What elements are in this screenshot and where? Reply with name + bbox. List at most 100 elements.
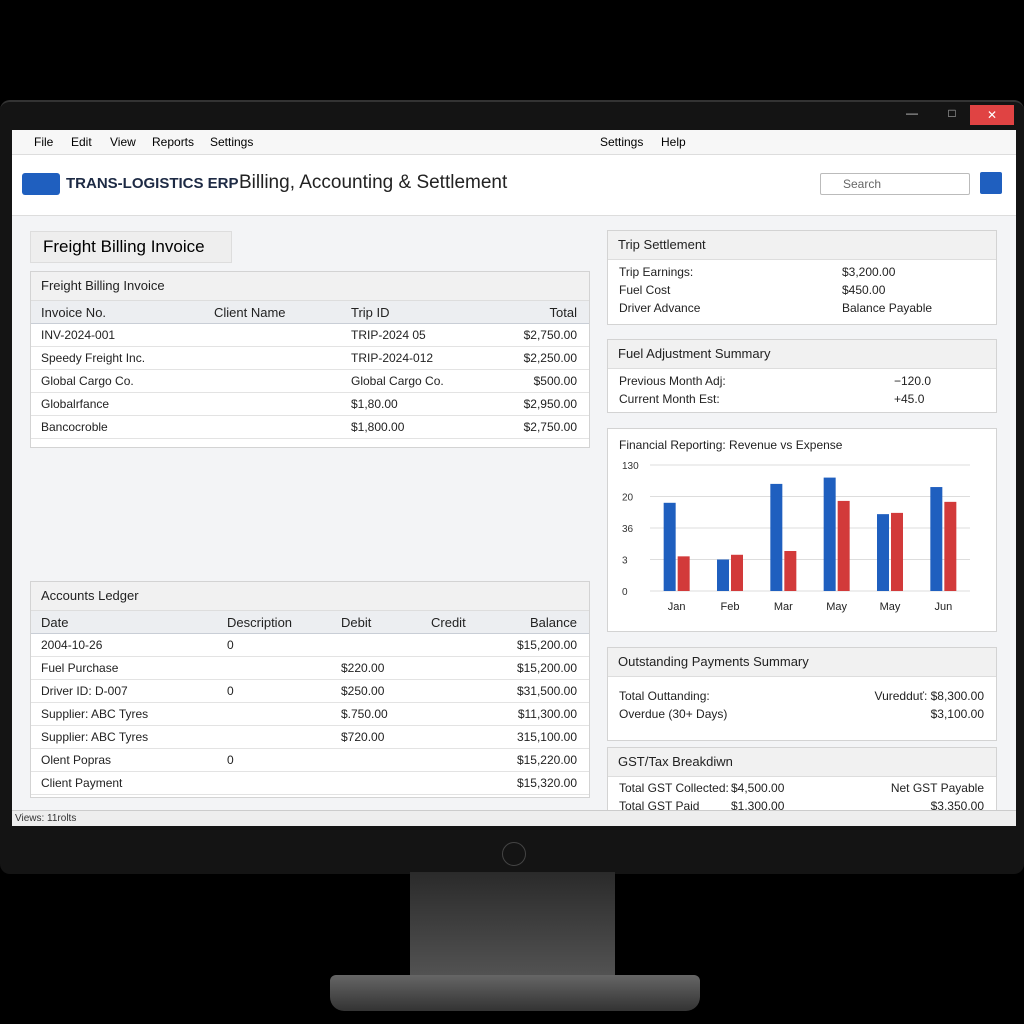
bar <box>770 483 783 591</box>
monitor-neck <box>410 872 615 982</box>
column-header: Total <box>549 305 577 320</box>
label: Overdue (30+ Days) <box>619 707 728 721</box>
table-cell: Client Payment <box>41 776 123 790</box>
bar <box>944 501 957 591</box>
table-cell: Speedy Freight Inc. <box>41 351 146 365</box>
panel-title: Fuel Adjustment Summary <box>608 340 996 369</box>
label: Fuel Cost <box>619 283 671 297</box>
screen: File Edit View Reports Settings Settings Help … <box>12 130 1016 826</box>
table-cell: Globalrfance <box>41 397 110 411</box>
table-cell: $2,750.00 <box>523 328 577 342</box>
menu-item[interactable]: Reports <box>152 135 195 149</box>
value: $1,300.00 <box>731 799 785 813</box>
invoice-tab[interactable]: Freight Billing Invoice <box>30 231 232 263</box>
table-cell: Driver ID: D-007 <box>41 684 128 698</box>
table-cell: $15,200.00 <box>516 638 577 652</box>
table-cell: $1,80.00 <box>351 397 398 411</box>
column-header: Credit <box>431 615 466 630</box>
label: Total GST Paid <box>619 799 700 813</box>
table-header: Date Description Debit Credit Balance <box>31 611 589 634</box>
minimize-button[interactable]: — <box>906 106 918 120</box>
row-divider <box>31 771 589 772</box>
table-header: Invoice No. Client Name Trip ID Total <box>31 301 589 324</box>
row-divider <box>31 438 589 439</box>
table-cell: Global Cargo Co. <box>41 374 134 388</box>
value: Vuredduť: $8,300.00 <box>874 689 984 703</box>
status-bar: Views: 11rolts <box>12 810 1016 826</box>
menu-bar: File Edit View Reports Settings Settings Help <box>12 130 1016 155</box>
table-cell: Supplier: ABC Tyres <box>41 730 149 744</box>
table-cell: $2,750.00 <box>523 420 577 434</box>
value: $450.00 <box>842 283 886 297</box>
brand: TRANS-LOGISTICS ERP <box>66 175 239 192</box>
value: $4,500.00 <box>731 781 785 795</box>
menu-item[interactable]: View <box>110 135 136 149</box>
column-header: Date <box>41 615 69 630</box>
label: Trip Earnings: <box>619 265 694 279</box>
page-title: Billing, Accounting & Settlement <box>239 172 508 193</box>
menu-item[interactable]: Settings <box>210 135 254 149</box>
table-cell: $15,200.00 <box>516 661 577 675</box>
search-box[interactable]: Search <box>820 173 970 195</box>
column-header: Description <box>227 615 293 630</box>
panel-title: Trip Settlement <box>608 231 996 260</box>
y-tick-label: 0 <box>622 587 628 598</box>
truck-icon <box>22 173 60 195</box>
chart: Financial Reporting: Revenue vs Expense 0… <box>619 438 970 613</box>
ledger-panel: Accounts Ledger Date Description Debit Credi… <box>30 581 590 798</box>
panel-title: Accounts Ledger <box>31 582 589 611</box>
row-divider <box>31 725 589 726</box>
table-cell: 0 <box>227 753 234 767</box>
table-cell: $720.00 <box>341 730 385 744</box>
column-header: Debit <box>341 615 372 630</box>
y-tick-label: 36 <box>622 524 634 535</box>
row-divider <box>31 656 589 657</box>
table-cell: 0 <box>227 638 234 652</box>
menu-item[interactable]: Edit <box>71 135 92 149</box>
panel-title: Outstanding Payments Summary <box>608 648 996 677</box>
chart-panel: Financial Reporting: Revenue vs Expense 0… <box>607 428 997 632</box>
row-divider <box>31 415 589 416</box>
bar <box>823 477 836 591</box>
x-tick-label: May <box>826 601 847 613</box>
bar <box>663 502 676 591</box>
label: Total GST Collected: <box>619 781 729 795</box>
menu-item[interactable]: File <box>34 135 54 149</box>
value: Balance Payable <box>842 301 933 315</box>
x-tick-label: Mar <box>774 601 793 613</box>
value: $3,200.00 <box>842 265 896 279</box>
menu-item[interactable]: Help <box>661 135 686 149</box>
bar <box>717 559 729 591</box>
value: Net GST Payable <box>890 781 984 795</box>
menu-item[interactable]: Settings <box>600 135 644 149</box>
y-tick-label: 130 <box>622 461 639 472</box>
bar <box>930 487 943 591</box>
maximize-button[interactable]: □ <box>948 106 956 120</box>
chart-title: Financial Reporting: Revenue vs Expense <box>619 438 843 452</box>
trip-panel: Trip Settlement Trip Earnings: $3,200.00 Fu… <box>607 230 997 325</box>
table-cell: $15,220.00 <box>516 753 577 767</box>
table-cell: TRIP-2024-012 <box>351 351 434 365</box>
value: +45.0 <box>894 392 925 406</box>
bar <box>784 550 797 591</box>
search-placeholder: Search <box>843 177 882 191</box>
table-cell: $.750.00 <box>341 707 388 721</box>
table-cell: $11,300.00 <box>517 707 577 721</box>
header: TRANS-LOGISTICS ERP Billing, Accounting … <box>12 155 1016 216</box>
bar <box>837 500 850 591</box>
table-cell: Global Cargo Co. <box>351 374 444 388</box>
table-cell: $15,320.00 <box>516 776 577 790</box>
fuel-panel: Fuel Adjustment Summary Previous Month Ad… <box>607 339 997 413</box>
table-cell: $31,500.00 <box>516 684 577 698</box>
table-cell: Fuel Purchase <box>41 661 119 675</box>
close-button[interactable]: ✕ <box>970 105 1014 125</box>
value: −120.0 <box>894 374 932 388</box>
label: Current Month Est: <box>619 392 720 406</box>
x-tick-label: May <box>880 601 901 613</box>
user-button[interactable] <box>980 172 1002 194</box>
panel-title: GST/Tax Breakdiwn <box>608 748 996 777</box>
table-cell: Supplier: ABC Tyres <box>41 707 149 721</box>
x-tick-label: Jan <box>668 601 686 613</box>
table-cell: $250.00 <box>341 684 385 698</box>
